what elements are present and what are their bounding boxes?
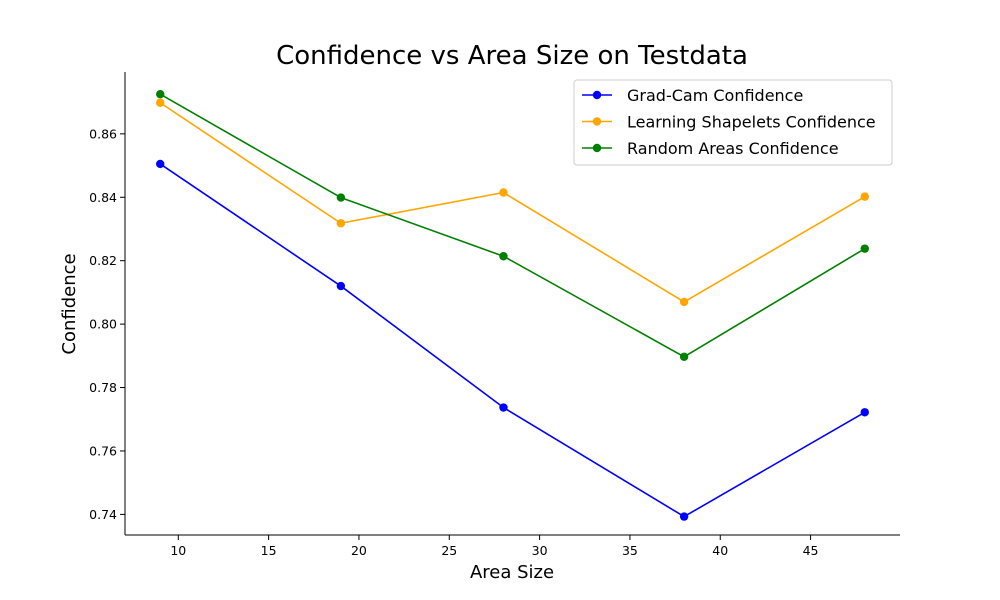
legend-box	[573, 79, 893, 166]
chart-title: Confidence vs Area Size on Testdata	[276, 41, 748, 71]
x-tick-label: 30	[532, 543, 548, 558]
data-point	[679, 297, 689, 307]
legend-item: Grad-Cam Confidence	[582, 86, 803, 105]
x-tick-label: 10	[170, 543, 186, 558]
legend-label: Random Areas Confidence	[627, 139, 839, 158]
data-point	[336, 193, 346, 202]
x-axis-ticks: 10 15 20 25 30 35 40 45	[170, 535, 819, 558]
data-point	[860, 192, 869, 201]
y-tick-label: 0.86	[89, 126, 117, 141]
legend-marker	[592, 143, 602, 153]
data-point	[499, 403, 508, 412]
y-tick-label: 0.84	[89, 190, 117, 205]
legend: Grad-Cam Confidence Learning Shapelets Co…	[573, 79, 893, 166]
data-point	[499, 188, 508, 197]
data-point	[336, 281, 346, 291]
data-point	[860, 408, 869, 417]
data-point	[860, 244, 869, 253]
y-tick-label: 0.80	[89, 317, 117, 332]
data-point	[679, 512, 689, 521]
legend-label: Grad-Cam Confidence	[627, 86, 803, 105]
legend-marker	[592, 90, 602, 100]
y-tick-label: 0.76	[89, 443, 117, 458]
x-tick-label: 40	[712, 543, 728, 558]
legend-item: Learning Shapelets Confidence	[582, 113, 876, 132]
y-axis-ticks: 0.74 0.76 0.78 0.80 0.82 0.84 0.86	[89, 126, 125, 522]
legend-item: Random Areas Confidence	[582, 139, 839, 158]
legend-marker	[592, 117, 602, 126]
data-point	[156, 98, 165, 107]
data-point	[679, 352, 689, 361]
data-point	[156, 159, 165, 169]
data-point	[336, 219, 346, 228]
x-tick-label: 45	[803, 543, 819, 558]
data-point	[499, 252, 508, 261]
x-axis-label: Area Size	[470, 562, 554, 583]
series-2	[156, 98, 869, 307]
series-1	[156, 159, 869, 521]
series-3	[156, 89, 869, 361]
legend-label: Learning Shapelets Confidence	[627, 113, 876, 132]
x-tick-label: 25	[441, 543, 457, 558]
series-line	[159, 163, 866, 518]
series-layer	[156, 89, 869, 521]
y-tick-label: 0.74	[89, 507, 117, 522]
y-tick-label: 0.78	[89, 380, 117, 395]
y-tick-label: 0.82	[89, 253, 117, 268]
x-tick-label: 35	[622, 543, 638, 558]
x-tick-label: 15	[261, 543, 277, 558]
data-point	[156, 89, 165, 99]
x-tick-label: 20	[351, 543, 367, 558]
y-axis-label: Confidence	[59, 253, 80, 354]
